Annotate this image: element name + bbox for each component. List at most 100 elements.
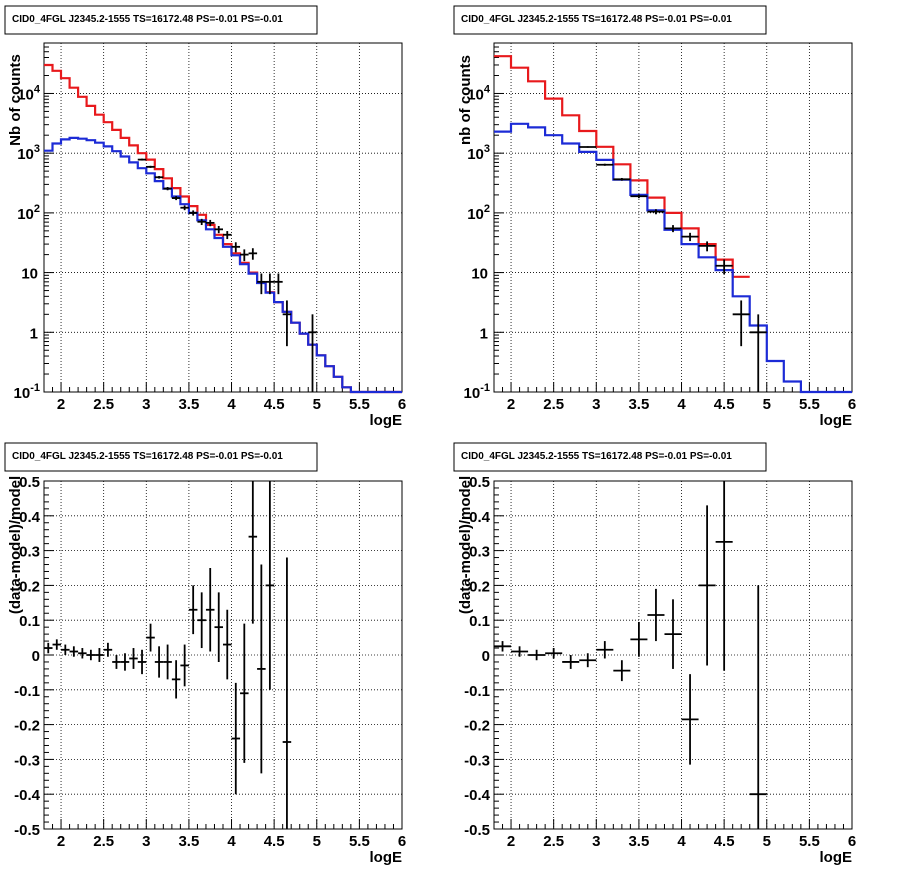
- y-tick-label: 0: [32, 648, 40, 665]
- x-tick-label: 4.5: [714, 396, 735, 413]
- y-tick-label: 103: [467, 143, 490, 163]
- y-tick-label: -0.2: [464, 718, 490, 735]
- x-tick-label: 5.5: [799, 833, 820, 850]
- y-tick-label: 0.1: [469, 613, 490, 630]
- y-ticks: 10-1 1 10 102 103 104: [14, 42, 54, 402]
- y-tick-label: 102: [17, 203, 40, 223]
- chart-panel-1: CID0_4FGL J2345.2-1555 TS=16172.48 PS=-0…: [4, 5, 406, 429]
- y-tick-label: 1: [30, 325, 38, 342]
- y-tick-label: -0.5: [14, 822, 40, 839]
- series-model_total: [494, 55, 750, 278]
- title-box: [4, 442, 318, 472]
- y-ticks: -0.5 -0.4 -0.3 -0.2 -0.1 0 0.1 0.2 0.3 0.4 0.5: [14, 474, 54, 839]
- x-tick-label: 5.5: [349, 396, 370, 413]
- x-ticks: 2 2.5 3 3.5 4 4.5 5 5.5 6: [493, 819, 856, 850]
- x-axis-label: logE: [370, 412, 403, 429]
- series-model_source: [44, 136, 402, 394]
- y-tick-label: -0.1: [14, 683, 40, 700]
- x-tick-label: 2.5: [543, 396, 564, 413]
- plot-frame: [493, 42, 853, 393]
- y-tick-label: 10: [471, 266, 488, 283]
- x-tick-label: 4: [227, 833, 236, 850]
- y-tick-label: -0.3: [14, 752, 40, 769]
- data-points: [137, 158, 317, 392]
- residual-points: [494, 481, 767, 829]
- x-axis-label: logE: [820, 849, 853, 866]
- title-box: [453, 442, 767, 472]
- y-tick-label: 0.5: [19, 474, 40, 491]
- x-tick-label: 4: [227, 396, 236, 413]
- y-axis-label: (data-model)/model: [457, 476, 474, 614]
- y-tick-label: 0.1: [19, 613, 40, 630]
- chart-panel-4: CID0_4FGL J2345.2-1555 TS=16172.48 PS=-0…: [453, 442, 856, 866]
- y-ticks: 10-1 1 10 102 103 104: [464, 42, 504, 402]
- y-tick-label: -0.1: [464, 683, 490, 700]
- grid: [44, 43, 402, 392]
- x-tick-label: 5: [313, 396, 321, 413]
- y-tick-label: 104: [467, 83, 491, 103]
- y-tick-label: 0.4: [469, 509, 491, 526]
- y-tick-label: 0: [482, 648, 490, 665]
- x-ticks: 2 2.5 3 3.5 4 4.5 5 5.5 6: [43, 382, 406, 413]
- y-tick-label: -0.4: [464, 787, 491, 804]
- x-tick-label: 3: [592, 833, 600, 850]
- x-tick-label: 3: [592, 396, 600, 413]
- y-tick-label: 0.4: [19, 509, 41, 526]
- panel-title: CID0_4FGL J2345.2-1555 TS=16172.48 PS=-0…: [12, 451, 283, 462]
- x-tick-label: 6: [398, 396, 406, 413]
- y-tick-label: 10-1: [14, 382, 40, 402]
- x-tick-label: 3.5: [628, 396, 649, 413]
- y-tick-label: 0.2: [469, 578, 490, 595]
- y-tick-label: 0.3: [469, 544, 490, 561]
- x-tick-label: 2: [57, 833, 65, 850]
- x-tick-label: 4.5: [714, 833, 735, 850]
- x-tick-label: 2.5: [543, 833, 564, 850]
- y-tick-label: 103: [17, 143, 40, 163]
- x-axis-label: logE: [370, 849, 403, 866]
- x-tick-label: 5: [763, 396, 771, 413]
- x-tick-label: 2: [57, 396, 65, 413]
- x-tick-label: 2: [507, 396, 515, 413]
- y-ticks: -0.5 -0.4 -0.3 -0.2 -0.1 0 0.1 0.2 0.3 0.4 0.5: [464, 474, 504, 839]
- x-ticks: 2 2.5 3 3.5 4 4.5 5 5.5 6: [43, 819, 406, 850]
- x-tick-label: 6: [398, 833, 406, 850]
- panel-title: CID0_4FGL J2345.2-1555 TS=16172.48 PS=-0…: [461, 451, 732, 462]
- x-tick-label: 2.5: [93, 396, 114, 413]
- x-tick-label: 5: [763, 833, 771, 850]
- x-tick-label: 6: [848, 396, 856, 413]
- x-tick-label: 2.5: [93, 833, 114, 850]
- x-tick-label: 4.5: [264, 833, 285, 850]
- x-tick-label: 5: [313, 833, 321, 850]
- x-tick-label: 3: [142, 396, 150, 413]
- x-tick-label: 6: [848, 833, 856, 850]
- chart-panel-3: CID0_4FGL J2345.2-1555 TS=16172.48 PS=-0…: [4, 442, 406, 866]
- x-tick-label: 4.5: [264, 396, 285, 413]
- y-tick-label: 10: [21, 266, 38, 283]
- panel-title: CID0_4FGL J2345.2-1555 TS=16172.48 PS=-0…: [461, 14, 732, 25]
- plot-frame: [43, 42, 403, 393]
- x-tick-label: 2: [507, 833, 515, 850]
- y-tick-label: 0.5: [469, 474, 490, 491]
- x-tick-label: 3.5: [178, 833, 199, 850]
- x-axis-label: logE: [820, 412, 853, 429]
- y-tick-label: -0.3: [464, 752, 490, 769]
- y-axis-label: nb of counts: [457, 55, 474, 145]
- y-tick-label: -0.5: [464, 822, 490, 839]
- y-tick-label: 104: [17, 83, 41, 103]
- grid: [494, 43, 852, 392]
- y-tick-label: 10-1: [464, 382, 490, 402]
- y-tick-label: -0.4: [14, 787, 41, 804]
- panel-title: CID0_4FGL J2345.2-1555 TS=16172.48 PS=-0…: [12, 14, 283, 25]
- chart-panel-2: CID0_4FGL J2345.2-1555 TS=16172.48 PS=-0…: [453, 5, 856, 429]
- y-tick-label: 0.2: [19, 578, 40, 595]
- x-tick-label: 4: [677, 833, 686, 850]
- y-axis-label: Nb of counts: [7, 54, 24, 146]
- residual-points: [44, 481, 292, 829]
- y-tick-label: 102: [467, 203, 490, 223]
- series-model_source: [494, 122, 852, 394]
- x-tick-label: 3.5: [178, 396, 199, 413]
- x-tick-label: 4: [677, 396, 686, 413]
- x-tick-label: 3.5: [628, 833, 649, 850]
- data-points: [579, 146, 767, 392]
- y-tick-label: -0.2: [14, 718, 40, 735]
